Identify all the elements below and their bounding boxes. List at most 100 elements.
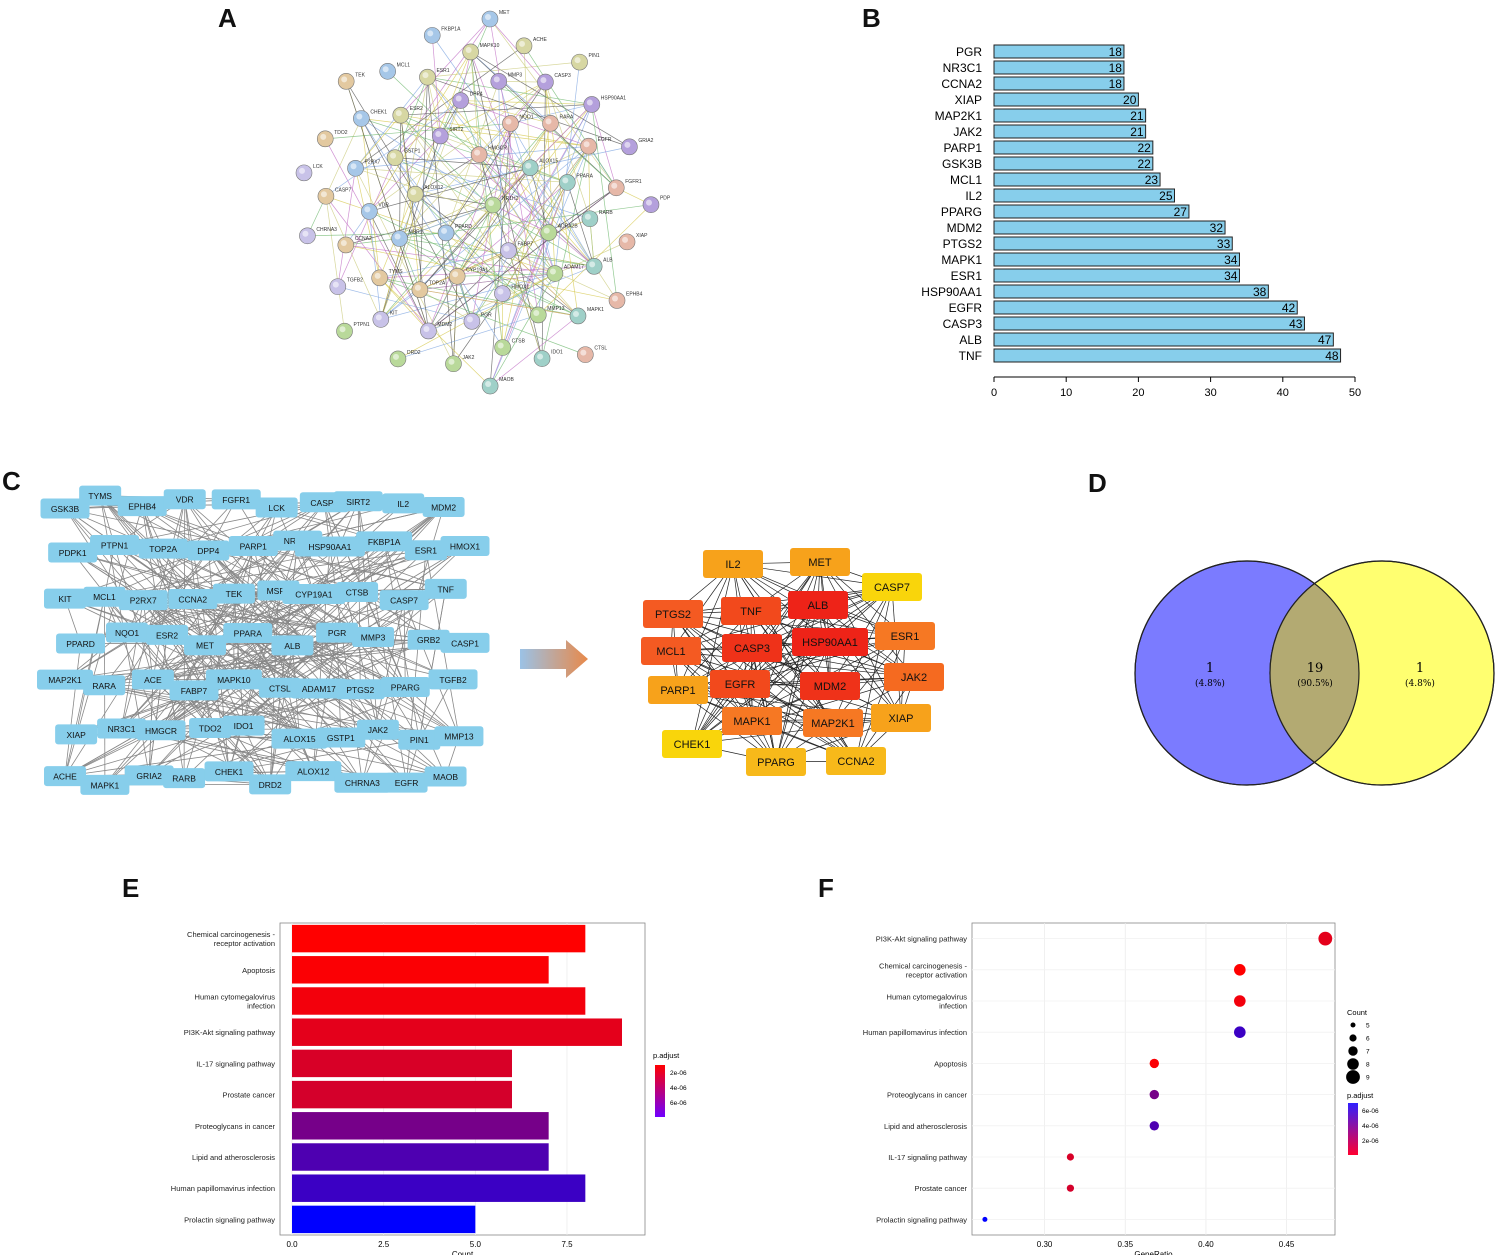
ppi-edge	[345, 244, 555, 274]
network-node: TYMS	[79, 485, 122, 506]
network-node-label: ALOX12	[297, 767, 329, 777]
ppi-edge	[394, 100, 461, 158]
ppi-edge	[489, 273, 556, 387]
network-node-label: CASP1	[451, 638, 479, 648]
ppi-node-label: TEK	[355, 72, 365, 78]
network-node-label: IL2	[397, 499, 409, 509]
ppi-edge	[457, 273, 555, 277]
hub-node-label: MDM2	[814, 681, 846, 693]
ppi-node: PTPN1	[336, 322, 370, 340]
y-category-label: Prolactin signaling pathway	[876, 1215, 967, 1224]
network-node: MAPK10	[205, 669, 262, 690]
ppi-node-label: HSP90AA1	[601, 95, 627, 101]
legend-colorbar	[655, 1065, 665, 1117]
network-node: RARA	[83, 675, 126, 696]
full-network-panel: GSK3B TYMS EPHB4 VDR FGFR1 LCK CASP3 SIRT2 IL2 MD…	[37, 485, 490, 795]
bar-value-label: 21	[1130, 125, 1144, 139]
hub-node: ESR1	[875, 622, 935, 650]
bar-category-label: MAP2K1	[935, 109, 983, 123]
bar	[993, 108, 1147, 123]
network-edge	[121, 600, 144, 729]
network-edge	[243, 599, 405, 726]
network-edge	[152, 540, 299, 680]
y-category-label: Apoptosis	[934, 1059, 967, 1068]
network-node-label: TYMS	[88, 491, 112, 501]
network-node-label: RARB	[172, 774, 196, 784]
network-node-label: CYP19A1	[295, 590, 333, 600]
network-node: JAK2	[356, 719, 399, 740]
legend-tick-label: 4e-06	[1362, 1123, 1379, 1130]
bar-category-label: ESR1	[951, 269, 983, 283]
network-node-label: GSK3B	[51, 504, 80, 514]
ppi-node: NQO1	[502, 114, 534, 132]
ppi-network-panel: NR1H2 PPARD HMGCR FABP7 ALOX12 ALOX15 CYP19A1 S…	[295, 10, 670, 395]
x-tick-label: 40	[1277, 387, 1289, 399]
hub-node: PPARG	[746, 748, 806, 776]
legend-size-label: 7	[1366, 1049, 1370, 1056]
ppi-node: ESR2	[392, 106, 423, 124]
ppi-node: MAPK10	[462, 43, 500, 61]
ppi-node-label: CYP19A1	[466, 267, 488, 273]
bar-category-label: CASP3	[943, 317, 983, 331]
y-category-label: Human papillomavirus infection	[863, 1028, 967, 1037]
y-category-label: Lipid and atherosclerosis	[192, 1153, 275, 1162]
ppi-edge	[456, 167, 531, 277]
hub-node: EGFR	[710, 670, 770, 698]
legend-size-label: 6	[1366, 1036, 1370, 1043]
ppi-edge	[419, 289, 473, 322]
ppi-node-label: RARA	[559, 114, 574, 120]
ppi-edge	[394, 77, 428, 158]
x-tick-label: 0	[991, 387, 997, 399]
ppi-node-label: PPARA	[576, 173, 593, 179]
ppi-edge	[345, 204, 494, 246]
ppi-edge	[419, 289, 579, 317]
bar-category-label: NR3C1	[943, 61, 983, 75]
network-node: IDO1	[222, 715, 265, 736]
ppi-edge	[369, 167, 531, 212]
legend-tick-label: 2e-06	[1362, 1138, 1379, 1145]
network-node: TNF	[424, 578, 467, 599]
network-node: ALOX12	[285, 761, 342, 782]
ppi-edge	[428, 204, 494, 332]
ppi-node-label: MMP3	[508, 72, 523, 78]
hub-node: PARP1	[648, 676, 708, 704]
ppi-node: FKBP1A	[423, 26, 461, 44]
hub-node-label: CASP3	[734, 643, 770, 655]
ppi-node-label: TDO2	[334, 130, 348, 136]
ppi-edge	[428, 187, 617, 332]
ppi-node-label: PIN1	[589, 53, 600, 59]
hub-edge	[672, 586, 893, 615]
ppi-edge	[508, 250, 543, 359]
ppi-edge	[369, 211, 579, 317]
ppi-node-label: CASP3	[554, 73, 571, 79]
ppi-node-label: PDPK1	[660, 196, 670, 202]
hub-edge	[691, 717, 902, 745]
network-edge	[247, 507, 278, 634]
bar	[292, 1112, 549, 1140]
ppi-edge	[456, 123, 551, 277]
ppi-edge	[380, 273, 556, 320]
bar-value-label: 43	[1289, 317, 1303, 331]
bar	[993, 300, 1298, 315]
bar-category-label: PPARG	[941, 205, 982, 219]
hub-node-label: MCL1	[656, 646, 685, 658]
ppi-node-label: FKBP1A	[441, 26, 461, 32]
ppi-node-label: LCK	[313, 164, 323, 170]
ppi-edge	[545, 81, 591, 219]
ppi-edge	[489, 18, 617, 189]
hub-node: JAK2	[884, 663, 944, 691]
network-node: DPP4	[187, 540, 230, 561]
bar-value-label: 47	[1318, 333, 1332, 347]
bar-value-label: 22	[1137, 157, 1151, 171]
ppi-edge	[379, 250, 509, 279]
bar	[993, 124, 1147, 139]
ppi-edge	[369, 51, 471, 212]
network-node-label: PTGS2	[346, 685, 374, 695]
hub-node-label: CCNA2	[837, 756, 874, 768]
network-node: HMGCR	[136, 720, 186, 741]
dot	[982, 1216, 988, 1222]
ppi-node: TYMS	[371, 269, 403, 287]
network-node: CTSL	[258, 677, 301, 698]
ppi-edge	[502, 123, 551, 348]
ppi-node-label: CCNA2	[355, 236, 372, 242]
